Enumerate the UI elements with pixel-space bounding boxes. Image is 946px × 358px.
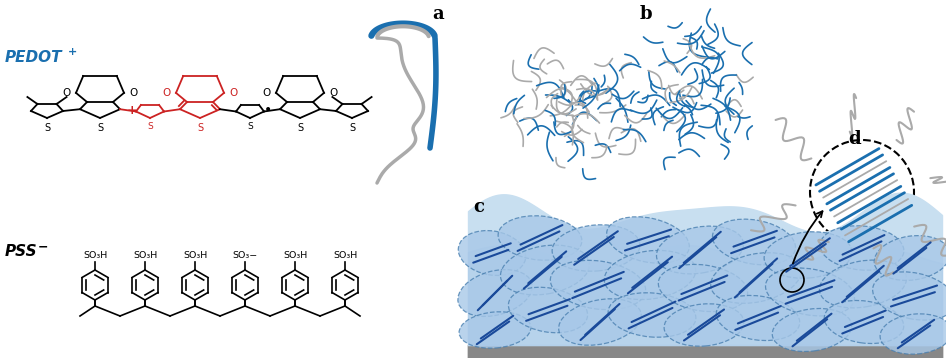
Text: c: c xyxy=(473,198,484,216)
Text: O: O xyxy=(329,88,338,98)
Text: O: O xyxy=(129,88,137,98)
Ellipse shape xyxy=(458,231,526,275)
Ellipse shape xyxy=(765,268,854,316)
Ellipse shape xyxy=(710,253,801,303)
Text: SO₃H: SO₃H xyxy=(283,251,307,260)
Ellipse shape xyxy=(499,216,582,260)
Text: S: S xyxy=(96,123,103,133)
Ellipse shape xyxy=(716,295,799,340)
Text: SO₃H: SO₃H xyxy=(333,251,358,260)
Text: −: − xyxy=(38,241,48,253)
Ellipse shape xyxy=(508,287,587,333)
Text: PSS: PSS xyxy=(5,245,38,260)
Ellipse shape xyxy=(712,219,796,265)
Text: +: + xyxy=(68,47,78,57)
Text: S: S xyxy=(148,122,153,131)
Text: •: • xyxy=(264,103,272,117)
Ellipse shape xyxy=(658,264,747,311)
Text: S: S xyxy=(297,123,303,133)
Text: O: O xyxy=(229,88,237,98)
Text: O: O xyxy=(163,88,171,98)
Ellipse shape xyxy=(819,260,906,308)
Text: SO₃−: SO₃− xyxy=(233,251,257,260)
Ellipse shape xyxy=(880,314,946,354)
Text: +: + xyxy=(127,103,137,116)
Text: b: b xyxy=(640,5,653,23)
Ellipse shape xyxy=(820,226,903,270)
Text: S: S xyxy=(197,123,203,133)
Ellipse shape xyxy=(824,300,903,344)
Text: SO₃H: SO₃H xyxy=(132,251,157,260)
Text: SO₃H: SO₃H xyxy=(183,251,207,260)
Ellipse shape xyxy=(764,232,852,278)
Text: d: d xyxy=(848,130,861,148)
Ellipse shape xyxy=(500,245,589,295)
Ellipse shape xyxy=(552,225,639,271)
Text: S: S xyxy=(247,122,253,131)
Text: PEDOT: PEDOT xyxy=(5,50,62,66)
Text: S: S xyxy=(349,123,355,133)
Text: SO₃H: SO₃H xyxy=(83,251,107,260)
Ellipse shape xyxy=(874,236,946,280)
Ellipse shape xyxy=(664,304,744,346)
Ellipse shape xyxy=(772,309,851,352)
Ellipse shape xyxy=(458,270,533,316)
Ellipse shape xyxy=(606,217,690,263)
Ellipse shape xyxy=(657,226,744,274)
Ellipse shape xyxy=(551,260,646,310)
Ellipse shape xyxy=(559,299,641,345)
Ellipse shape xyxy=(459,312,531,348)
Ellipse shape xyxy=(608,293,696,337)
Ellipse shape xyxy=(604,250,695,300)
Text: a: a xyxy=(432,5,444,23)
Text: O: O xyxy=(263,88,271,98)
Text: O: O xyxy=(62,88,71,98)
Ellipse shape xyxy=(872,272,946,320)
Text: S: S xyxy=(44,123,50,133)
